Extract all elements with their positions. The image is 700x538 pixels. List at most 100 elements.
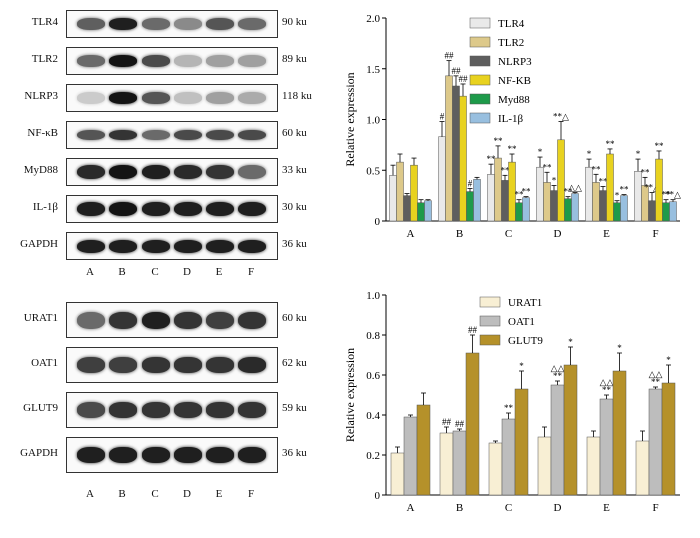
- legend-swatch-nlrp3: [469, 55, 491, 67]
- blot-band: [174, 402, 202, 418]
- blot-band: [174, 164, 202, 180]
- y-tick-label: 0.8: [366, 330, 380, 342]
- significance-mark: **: [494, 136, 504, 146]
- bar-urat1-c: [488, 442, 503, 496]
- bar-myd88-a: [417, 202, 425, 222]
- blot-band: [77, 129, 105, 141]
- blot-label-tlr2: TLR2: [31, 53, 58, 65]
- y-tick-label: 0.5: [366, 165, 380, 177]
- significance-mark: **: [508, 144, 518, 154]
- significance-mark: **: [620, 185, 630, 195]
- bar-il-1-e: [620, 195, 628, 222]
- blot-band: [206, 357, 234, 373]
- significance-mark: **△: [665, 190, 681, 200]
- blot-size-gapdh: 36 ku: [282, 238, 307, 250]
- bar-myd88-f: [662, 202, 670, 222]
- blot-band: [77, 55, 105, 67]
- bar-myd88-c: [515, 202, 523, 222]
- blot-band: [238, 311, 266, 329]
- significance-mark: ##: [452, 66, 462, 76]
- x-tick-label: B: [456, 502, 463, 514]
- blot-label-gapdh: GAPDH: [20, 238, 58, 250]
- bar-tlr2-b: [445, 75, 453, 222]
- bar-tlr4-e: [585, 166, 593, 222]
- significance-mark: **: [501, 165, 511, 175]
- blot-band: [206, 55, 234, 67]
- blot-strip-gapdh: [66, 232, 278, 260]
- blot-band: [174, 239, 202, 253]
- x-tick-label: D: [554, 502, 562, 514]
- blot-band: [142, 447, 170, 463]
- blot-band: [238, 447, 266, 463]
- blot-band: [206, 201, 234, 217]
- significance-mark: *: [552, 175, 557, 185]
- significance-mark: **: [504, 403, 514, 413]
- blot-band: [206, 311, 234, 329]
- blot-strip-tlr2: [66, 47, 278, 75]
- bar-urat1-e: [586, 436, 601, 496]
- blot-band: [206, 18, 234, 30]
- legend-label-urat1: URAT1: [508, 297, 542, 309]
- blot-size-il-1: 30 ku: [282, 201, 307, 213]
- blot-band: [142, 357, 170, 373]
- blot-band: [77, 311, 105, 329]
- blot-band: [174, 447, 202, 463]
- lane-label-a: A: [86, 488, 94, 500]
- legend-swatch-oat1: [479, 315, 501, 327]
- significance-mark: **: [543, 162, 553, 172]
- blot-label-myd88: MyD88: [23, 164, 58, 176]
- bar-urat1-a: [390, 452, 405, 496]
- bar-tlr4-d: [536, 166, 544, 222]
- legend-swatch-nf-kb: [469, 74, 491, 86]
- blot-band: [174, 311, 202, 329]
- bar-tlr2-d: [543, 182, 551, 222]
- x-tick-label: C: [505, 502, 512, 514]
- blot-band: [174, 92, 202, 104]
- significance-mark: △△: [600, 377, 614, 387]
- blot-band: [109, 18, 137, 30]
- bar-il-1-f: [669, 201, 677, 222]
- lane-label-e: E: [215, 488, 223, 500]
- blot-size-nlrp3: 118 ku: [282, 90, 312, 102]
- y-tick-label: 0.2: [366, 450, 380, 462]
- significance-mark: *: [666, 355, 671, 365]
- bar-tlr2-a: [396, 161, 404, 222]
- legend-label-glut9: GLUT9: [508, 335, 543, 347]
- blot-band: [109, 55, 137, 67]
- lane-label-d: D: [183, 488, 191, 500]
- blot-band: [238, 55, 266, 67]
- blot-label-nf-b: NF-κB: [27, 127, 58, 139]
- bar-il-1-a: [424, 200, 432, 222]
- blot-band: [142, 18, 170, 30]
- bar-glut9-d: [563, 364, 578, 496]
- blot-label-oat1: OAT1: [31, 357, 58, 369]
- blot-band: [238, 357, 266, 373]
- significance-mark: #: [468, 179, 473, 189]
- bar-tlr4-b: [438, 136, 446, 222]
- bar-urat1-f: [635, 440, 650, 496]
- lane-label-a: A: [86, 266, 94, 278]
- blot-band: [77, 447, 105, 463]
- x-tick-label: D: [554, 228, 562, 240]
- bar-urat1-b: [439, 432, 454, 496]
- significance-mark: *: [568, 337, 573, 347]
- blot-size-tlr4: 90 ku: [282, 16, 307, 28]
- significance-mark: **: [564, 187, 574, 197]
- blot-band: [174, 55, 202, 67]
- blot-size-oat1: 62 ku: [282, 357, 307, 369]
- blot-band: [174, 129, 202, 141]
- blot-strip-gapdh: [66, 437, 278, 473]
- significance-mark: **: [553, 371, 563, 381]
- legend-label-oat1: OAT1: [508, 316, 535, 328]
- bar-tlr2-e: [592, 182, 600, 222]
- bar-tlr4-f: [634, 171, 642, 222]
- significance-mark: *: [636, 149, 641, 159]
- blot-band: [238, 129, 266, 141]
- blot-strip-oat1: [66, 347, 278, 383]
- blot-label-urat1: URAT1: [23, 312, 58, 324]
- blot-band: [238, 239, 266, 253]
- legend-label-tlr4: TLR4: [498, 18, 525, 30]
- blot-band: [109, 201, 137, 217]
